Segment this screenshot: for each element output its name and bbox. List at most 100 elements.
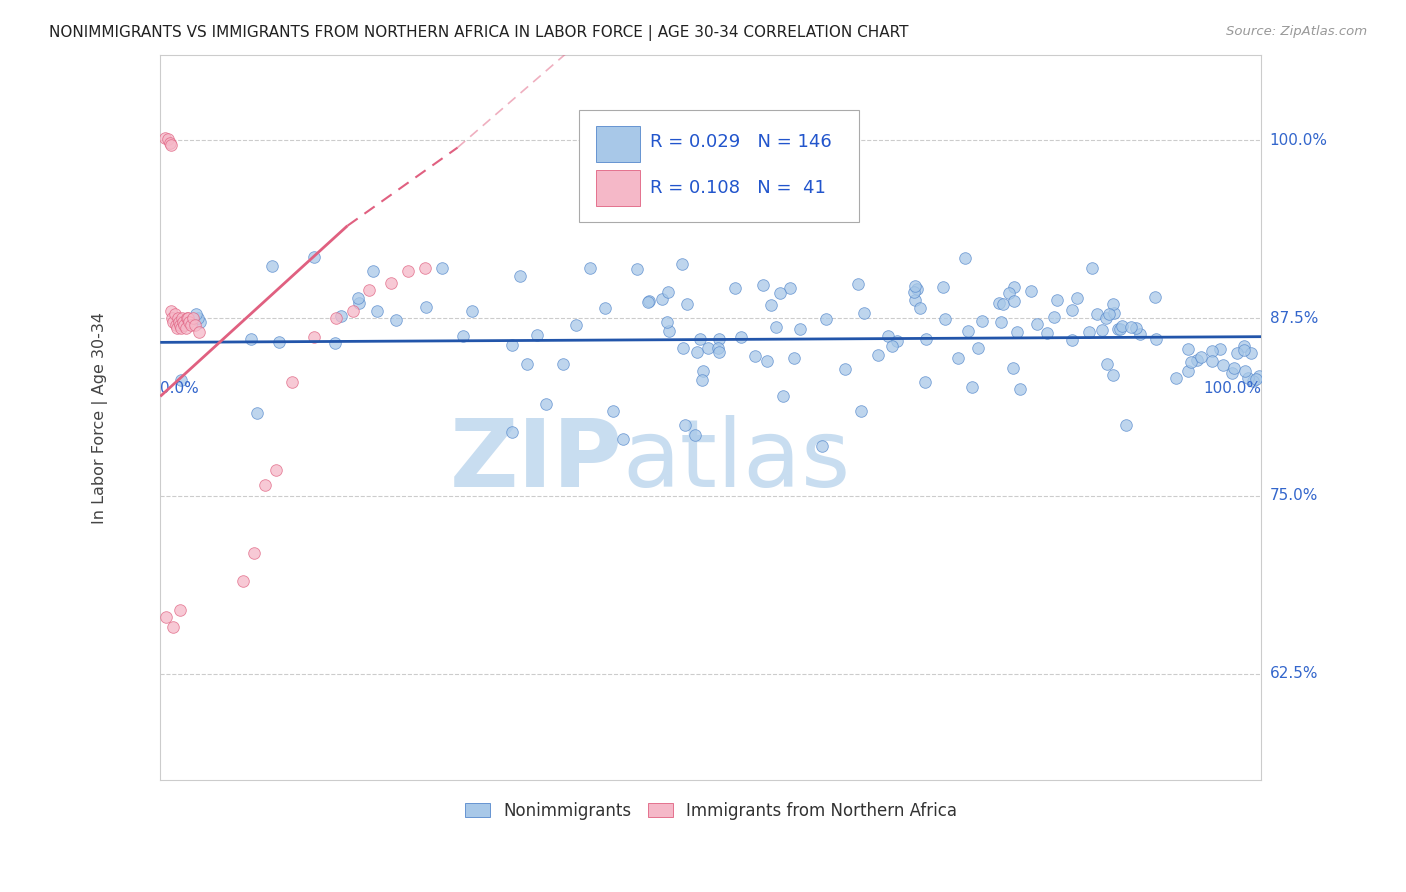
Point <box>814 311 837 326</box>
Point <box>761 298 783 312</box>
Point <box>180 318 202 333</box>
Point <box>991 297 1014 311</box>
Point <box>1109 322 1132 336</box>
Point <box>184 318 207 333</box>
Point <box>1226 346 1249 360</box>
Point <box>325 335 347 350</box>
Point <box>451 329 474 343</box>
Point <box>526 327 548 342</box>
Point <box>187 326 209 340</box>
Point <box>905 282 928 296</box>
Point <box>176 311 198 326</box>
Point <box>1097 358 1119 372</box>
Point <box>430 260 453 275</box>
Point <box>868 348 890 362</box>
Point <box>1043 310 1066 324</box>
Point <box>851 403 873 417</box>
Point <box>253 477 276 491</box>
Point <box>169 318 191 333</box>
Point <box>948 351 970 365</box>
Point <box>187 788 209 802</box>
Point <box>1241 374 1264 388</box>
Point <box>1002 280 1025 294</box>
Text: 0.0%: 0.0% <box>160 382 200 396</box>
Point <box>156 132 179 146</box>
Point <box>162 315 184 329</box>
Point <box>915 332 938 346</box>
Point <box>1010 382 1032 396</box>
Point <box>765 319 787 334</box>
Text: R = 0.108   N =  41: R = 0.108 N = 41 <box>650 178 827 197</box>
Point <box>413 261 436 276</box>
Point <box>187 311 209 326</box>
Point <box>998 286 1021 301</box>
Point <box>908 301 931 315</box>
Point <box>638 293 661 308</box>
Point <box>1046 293 1069 307</box>
Point <box>1111 319 1133 334</box>
Point <box>170 321 193 335</box>
Point <box>281 375 304 389</box>
Point <box>955 251 977 265</box>
Point <box>1144 332 1167 346</box>
Point <box>1249 369 1271 384</box>
Point <box>415 300 437 314</box>
Point <box>1180 355 1202 369</box>
Point <box>1201 343 1223 358</box>
Text: In Labor Force | Age 30-34: In Labor Force | Age 30-34 <box>91 311 108 524</box>
Point <box>853 306 876 320</box>
Point <box>1101 368 1123 383</box>
Point <box>169 373 191 387</box>
Point <box>752 277 775 292</box>
Point <box>637 294 659 309</box>
Point <box>903 285 925 299</box>
Point <box>1115 417 1137 432</box>
Point <box>1002 294 1025 309</box>
Point <box>671 257 693 271</box>
Point <box>509 268 531 283</box>
Text: 100.0%: 100.0% <box>1270 133 1327 148</box>
Text: 62.5%: 62.5% <box>1270 666 1319 681</box>
Point <box>177 311 200 326</box>
Point <box>683 427 706 442</box>
FancyBboxPatch shape <box>596 126 640 162</box>
Point <box>769 285 792 300</box>
Point <box>658 324 681 338</box>
Point <box>534 396 557 410</box>
Point <box>696 341 718 355</box>
Point <box>782 351 804 365</box>
Point <box>967 341 990 355</box>
Point <box>692 363 714 377</box>
Point <box>657 285 679 299</box>
Point <box>1144 290 1167 304</box>
Point <box>174 321 197 335</box>
Point <box>501 425 523 439</box>
Point <box>1001 360 1024 375</box>
Point <box>834 362 856 376</box>
Point <box>707 332 730 346</box>
FancyBboxPatch shape <box>579 110 859 222</box>
Point <box>160 304 183 318</box>
Point <box>181 311 204 326</box>
Point <box>160 137 183 152</box>
Point <box>264 463 287 477</box>
Point <box>1239 345 1261 359</box>
Point <box>988 295 1011 310</box>
Point <box>1097 307 1119 321</box>
Point <box>1244 372 1267 386</box>
Point <box>972 314 994 328</box>
Point <box>396 264 419 278</box>
Point <box>1107 321 1129 335</box>
Point <box>1209 342 1232 356</box>
Point <box>240 332 263 346</box>
Point <box>689 332 711 346</box>
Point <box>166 321 188 335</box>
Point <box>1021 284 1043 298</box>
Point <box>1236 371 1258 385</box>
Point <box>1212 358 1234 372</box>
Point <box>329 309 352 323</box>
Point <box>886 334 908 348</box>
Point <box>1007 326 1029 340</box>
Point <box>931 279 953 293</box>
Point <box>1060 334 1083 348</box>
